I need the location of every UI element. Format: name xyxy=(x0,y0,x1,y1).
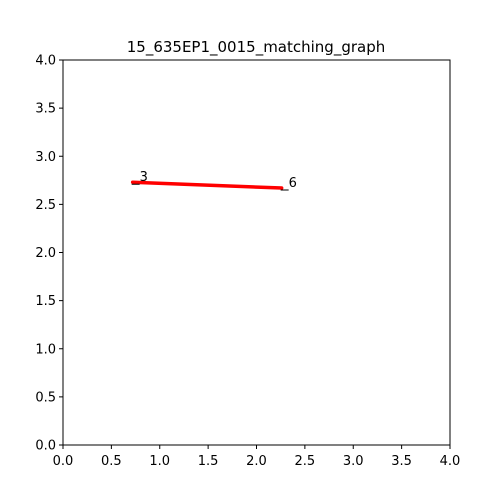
x-tick-label: 0.5 xyxy=(101,454,122,469)
axes: 0.0 0.5 1.0 1.5 2.0 2.5 3.0 3.5 4.0 0.0 0.5 1.0 1.5 2… xyxy=(35,54,460,470)
y-tick-label: 1.0 xyxy=(35,342,56,357)
axes-frame xyxy=(62,59,451,446)
x-tick-label: 3.5 xyxy=(391,454,412,469)
x-tick-label: 2.0 xyxy=(246,454,267,469)
y-tick-label: 4.0 xyxy=(35,54,56,69)
x-tick-label: 1.0 xyxy=(149,454,170,469)
graph-edge-0 xyxy=(130,180,284,190)
graph-node-label-1: 6 xyxy=(289,176,297,191)
x-tick-label: 3.0 xyxy=(343,454,364,469)
y-tick-label: 0.5 xyxy=(35,390,56,405)
graph-node-label-0: 3 xyxy=(140,170,148,185)
y-tick-label: 0.0 xyxy=(35,439,56,454)
y-tick-label: 3.5 xyxy=(35,102,56,117)
y-tick-label: 1.5 xyxy=(35,294,56,309)
y-tick-label: 2.0 xyxy=(35,246,56,261)
x-tick-label: 1.5 xyxy=(198,454,219,469)
x-tick-label: 0.0 xyxy=(53,454,74,469)
chart-title: 15_635EP1_0015_matching_graph xyxy=(127,38,386,57)
y-tick-label: 2.5 xyxy=(35,198,56,213)
x-tick-label: 4.0 xyxy=(440,454,461,469)
x-tick-label: 2.5 xyxy=(295,454,316,469)
y-tick-label: 3.0 xyxy=(35,150,56,165)
